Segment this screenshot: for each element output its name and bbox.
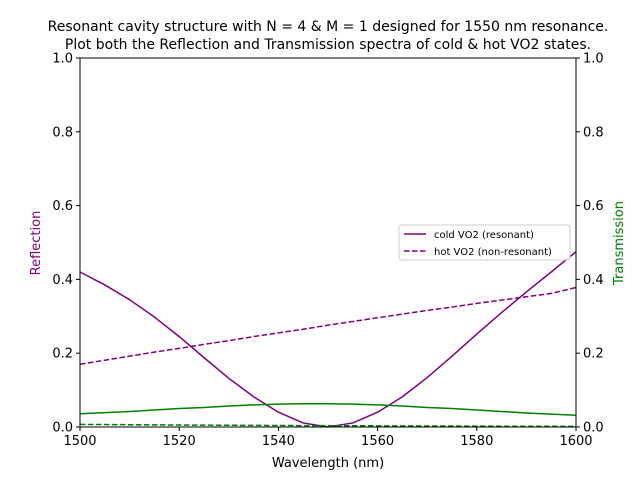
legend: cold VO2 (resonant) hot VO2 (non-resonan… (398, 224, 571, 261)
plot-frame (79, 57, 577, 428)
series-layer (79, 251, 577, 428)
y-right-tick-label-4: 0.8 (583, 125, 604, 140)
x-tick-label-1: 1520 (163, 434, 196, 449)
legend-label-hot: hot VO2 (non-resonant) (434, 247, 552, 258)
chart-title-line-2: Plot both the Reflection and Transmissio… (65, 37, 591, 53)
y-axis-label-left: Reflection (29, 211, 44, 276)
y-axis-label-right: Transmission (612, 201, 627, 286)
y-right-tick-label-3: 0.6 (583, 199, 604, 214)
y-right-tick-label-5: 1.0 (583, 52, 604, 67)
series-line-1 (79, 286, 577, 366)
y-left-tick-label-3: 0.6 (52, 199, 73, 214)
legend-label-cold: cold VO2 (resonant) (434, 230, 534, 241)
x-tick-label-2: 1540 (262, 434, 295, 449)
x-tick-label-4: 1580 (460, 434, 493, 449)
x-tick-label-3: 1560 (361, 434, 394, 449)
y-right-tick-label-2: 0.4 (583, 273, 604, 288)
chart-title-line-1: Resonant cavity structure with N = 4 & M… (48, 19, 609, 35)
x-axis-label: Wavelength (nm) (272, 456, 384, 471)
y-left-tick-label-5: 1.0 (52, 52, 73, 67)
y-left-tick-label-2: 0.4 (52, 273, 73, 288)
y-left-tick-label-4: 0.8 (52, 125, 73, 140)
y-right-tick-label-1: 0.2 (583, 347, 604, 362)
y-left-tick-label-1: 0.2 (52, 347, 73, 362)
series-line-3 (79, 423, 577, 428)
ticks-layer: 1500 1520 1540 1560 1580 16000.00.20.40.60.81… (52, 52, 603, 450)
legend-box (398, 224, 571, 261)
series-line-0 (79, 251, 577, 428)
y-left-tick-label-0: 0.0 (52, 421, 73, 436)
y-right-tick-label-0: 0.0 (583, 421, 604, 436)
x-tick-label-0: 1500 (63, 434, 96, 449)
x-tick-label-5: 1600 (559, 434, 592, 449)
series-line-2 (79, 403, 577, 416)
